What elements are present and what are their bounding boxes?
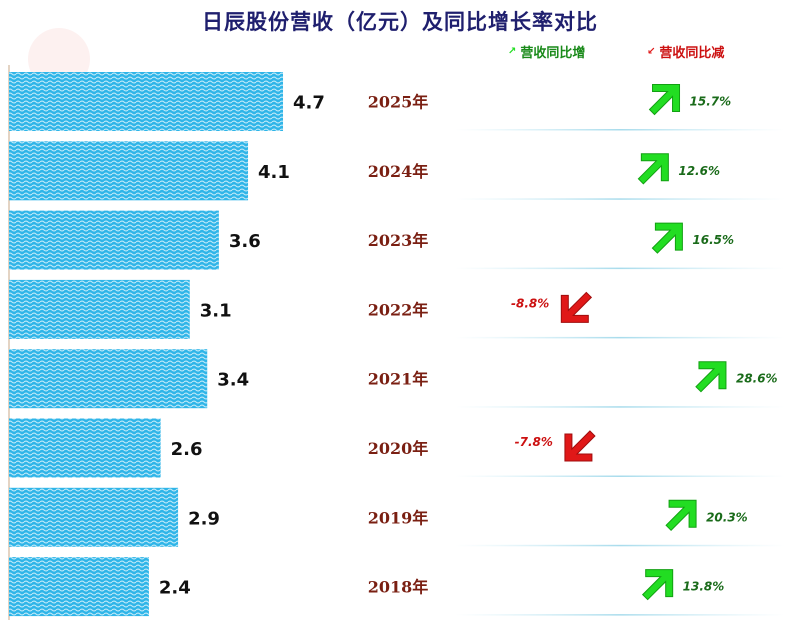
row-separator [455, 475, 785, 477]
arrow-down-left-icon [560, 291, 593, 323]
arrow-up-right-icon [637, 153, 669, 185]
bar-texture [9, 349, 208, 409]
growth-label: 16.5% [692, 233, 734, 247]
bar-value-label: 3.4 [217, 370, 249, 391]
category-label: 2018年 [368, 578, 429, 597]
arrow-down-left-icon [564, 430, 596, 462]
arrow-up-right-icon [665, 499, 697, 532]
bar-texture [9, 279, 190, 339]
growth-label: 15.7% [690, 95, 732, 109]
growth-label: 28.6% [736, 372, 778, 386]
bar-texture [9, 487, 179, 547]
arrow-up-right-icon [641, 569, 674, 601]
row-separator [455, 406, 785, 408]
growth-label: 13.8% [683, 580, 725, 594]
legend-down: ↙ 营收同比减 [647, 42, 724, 61]
row-separator [455, 129, 785, 131]
bar-value-label: 2.4 [159, 578, 191, 599]
bar-texture [9, 141, 249, 201]
arrow-up-right-icon: ↗ [508, 46, 517, 57]
bar-value-label: 2.6 [171, 439, 203, 460]
bar-value-label: 2.9 [188, 508, 220, 529]
bar-texture [9, 418, 161, 478]
category-label: 2019年 [368, 508, 429, 527]
row-separator [455, 198, 785, 200]
growth-label: -7.8% [515, 435, 553, 449]
category-label: 2024年 [368, 162, 429, 181]
category-label: 2025年 [368, 93, 429, 112]
legend-up-label: 营收同比增 [520, 46, 586, 61]
category-label: 2022年 [368, 300, 429, 319]
chart-title: 日辰股份营收（亿元）及同比增长率对比 [202, 10, 598, 34]
growth-label: 20.3% [706, 510, 748, 524]
row-separator [455, 267, 785, 270]
category-label: 2020年 [368, 439, 429, 458]
legend-down-label: 营收同比减 [659, 46, 725, 61]
row-separator [455, 336, 785, 339]
bar-texture [9, 72, 284, 131]
arrow-up-right-icon [695, 361, 727, 393]
bar-value-label: 4.7 [293, 93, 325, 114]
growth-label: 12.6% [678, 164, 720, 178]
row-separator [455, 544, 785, 547]
bar-texture [9, 210, 219, 270]
bar-texture [9, 557, 149, 617]
arrow-down-left-icon: ↙ [647, 46, 656, 57]
legend-up: ↗ 营收同比增 [508, 42, 585, 61]
arrow-up-right-icon [651, 222, 683, 254]
category-label: 2021年 [368, 370, 429, 389]
category-label: 2023年 [368, 231, 429, 250]
bar-value-label: 3.6 [229, 231, 261, 252]
bar-value-label: 4.1 [258, 162, 290, 183]
bar-value-label: 3.1 [200, 300, 232, 321]
growth-label: -8.8% [511, 296, 549, 310]
arrow-up-right-icon [648, 84, 681, 116]
row-separator [455, 614, 785, 616]
